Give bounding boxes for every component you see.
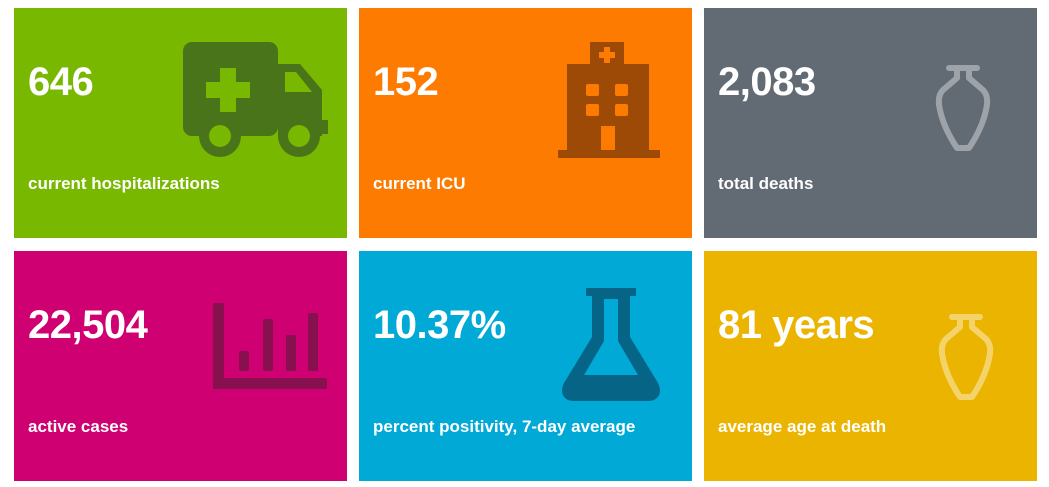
stat-label: current ICU [373, 174, 466, 193]
stat-card-percent-positivity: 10.37% percent positivity, 7-day average [359, 251, 692, 481]
stat-value: 22,504 [28, 303, 148, 347]
stat-value: 2,083 [718, 60, 816, 104]
stat-card-icu: 152 current ICU [359, 8, 692, 238]
bar-chart-icon [213, 303, 327, 389]
stat-value: 152 [373, 60, 439, 104]
stat-card-total-deaths: 2,083 total deaths [704, 8, 1037, 238]
stat-card-average-age: 81 years average age at death [704, 251, 1037, 481]
ambulance-icon [183, 42, 328, 157]
urn-icon [938, 314, 994, 400]
flask-icon [562, 288, 660, 401]
stat-value: 10.37% [373, 303, 506, 347]
hospital-icon [558, 42, 660, 158]
stat-label: current hospitalizations [28, 174, 220, 193]
stat-value: 81 years [718, 303, 875, 347]
stat-label: active cases [28, 417, 129, 436]
stat-label: percent positivity, 7-day average [373, 417, 636, 436]
stat-card-active-cases: 22,504 active cases [14, 251, 347, 481]
stat-label: average age at death [718, 417, 887, 436]
urn-icon [935, 65, 991, 151]
stat-card-hospitalizations: 646 current hospitalizations [14, 8, 347, 238]
stats-grid: 646 current hospitalizations 152 current… [14, 8, 1037, 481]
stat-label: total deaths [718, 174, 814, 193]
stat-value: 646 [28, 60, 94, 104]
